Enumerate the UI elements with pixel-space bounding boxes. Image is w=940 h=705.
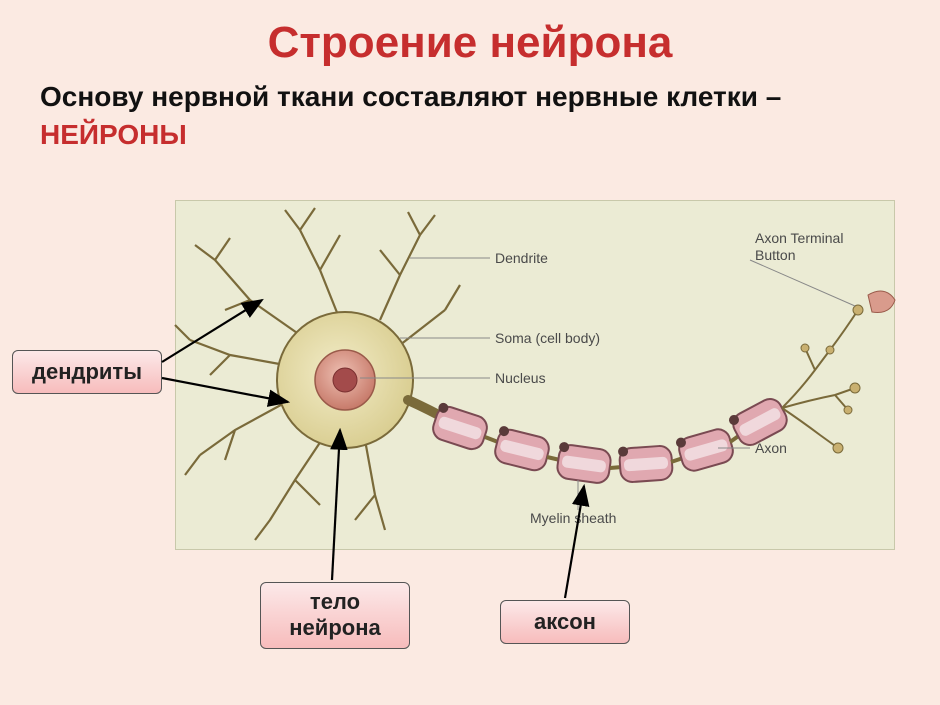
page-subtitle: Основу нервной ткани составляют нервные … bbox=[0, 68, 940, 154]
dlabel-myelin: Myelin sheath bbox=[530, 510, 616, 526]
subtitle-prefix: Основу нервной ткани составляют нервные … bbox=[40, 81, 781, 112]
subtitle-accent: НЕЙРОНЫ bbox=[40, 119, 187, 150]
label-axon: аксон bbox=[500, 600, 630, 644]
dlabel-axon: Axon bbox=[755, 440, 787, 456]
label-dendrites: дендриты bbox=[12, 350, 162, 394]
page-title: Строение нейрона bbox=[0, 0, 940, 68]
label-body: тело нейрона bbox=[260, 582, 410, 649]
dlabel-soma: Soma (cell body) bbox=[495, 330, 600, 346]
dlabel-axon-terminal: Axon Terminal Button bbox=[755, 230, 845, 264]
dlabel-nucleus: Nucleus bbox=[495, 370, 546, 386]
dlabel-dendrite: Dendrite bbox=[495, 250, 548, 266]
